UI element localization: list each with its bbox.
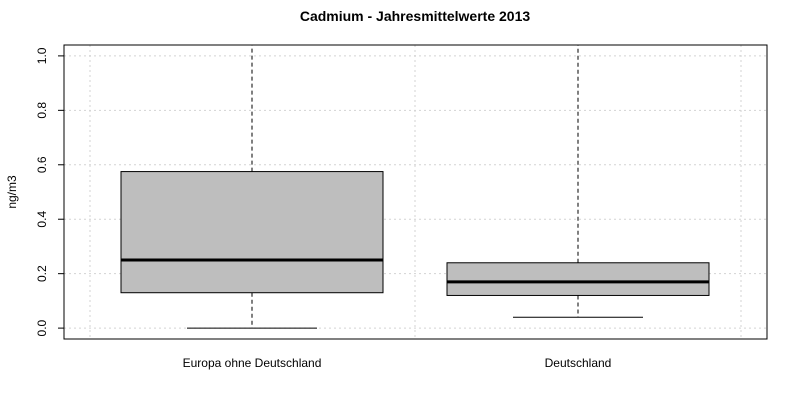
box-1 [120, 45, 384, 329]
y-axis-label: ng/m3 [5, 175, 19, 209]
box-body [446, 262, 710, 296]
y-tick-label: 0.0 [35, 319, 49, 336]
y-axis: 0.0 0.2 0.4 0.6 0.8 1.0 [35, 47, 64, 336]
box-2 [446, 45, 710, 318]
x-axis: Europa ohne Deutschland Deutschland [183, 356, 612, 370]
y-tick-label: 1.0 [35, 47, 49, 64]
x-tick-label: Europa ohne Deutschland [183, 356, 322, 370]
y-tick-label: 0.8 [35, 102, 49, 119]
boxes [120, 45, 710, 329]
plot-frame [63, 44, 768, 340]
chart-title: Cadmium - Jahresmittelwerte 2013 [300, 8, 531, 24]
x-tick-label: Deutschland [545, 356, 612, 370]
box-body [120, 171, 384, 294]
y-tick-label: 0.6 [35, 156, 49, 173]
y-tick-label: 0.2 [35, 265, 49, 282]
y-tick-label: 0.4 [35, 211, 49, 228]
